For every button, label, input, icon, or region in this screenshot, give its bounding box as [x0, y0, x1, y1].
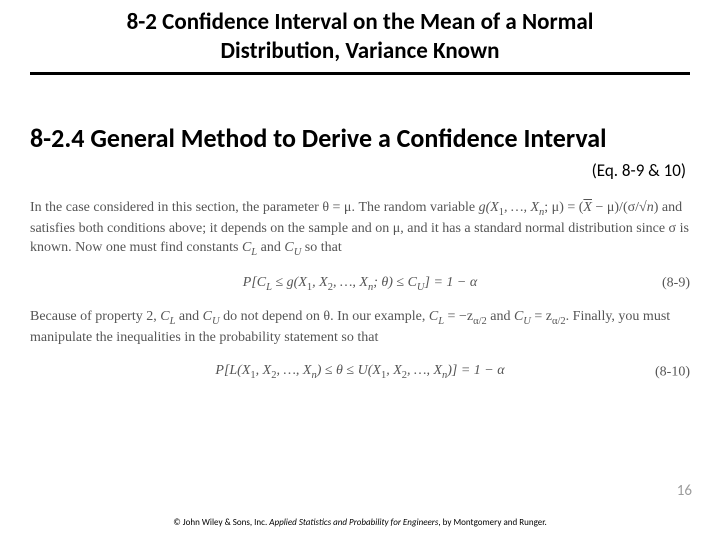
text: ; θ) ≤ C [373, 275, 417, 290]
x-bar: X [583, 200, 592, 215]
subscript: U [212, 316, 220, 327]
text: g(X [479, 200, 499, 215]
text: , X [386, 363, 402, 378]
text: In the case considered in this section, … [30, 200, 479, 215]
text: C [203, 309, 212, 324]
copyright-footer: © John Wiley & Sons, Inc. Applied Statis… [0, 517, 720, 528]
book-title: Applied Statistics and Probability for E… [269, 517, 438, 528]
text: C [242, 240, 251, 255]
text: and [257, 240, 284, 255]
text: , …, [504, 200, 530, 215]
text: P[C [243, 275, 266, 290]
subscript: α/2 [552, 316, 566, 327]
text: C [514, 309, 523, 324]
equation-8-9: P[CL ≤ g(X1, X2, …, Xn; θ) ≤ CU] = 1 − α… [30, 274, 690, 295]
text: C [284, 240, 293, 255]
text: , by Montgomery and Runger. [438, 517, 546, 528]
equation-number: (8-10) [655, 363, 690, 382]
paragraph-1: In the case considered in this section, … [30, 199, 690, 260]
slide: 8-2 Confidence Interval on the Mean of a… [0, 0, 720, 540]
page-number: 16 [677, 482, 692, 500]
slide-title: 8-2 Confidence Interval on the Mean of a… [30, 8, 690, 75]
text: ) ≤ θ ≤ U(X [317, 363, 381, 378]
title-line-2: Distribution, Variance Known [221, 37, 500, 65]
equation-8-10: P[L(X1, X2, …, Xn) ≤ θ ≤ U(X1, X2, …, Xn… [30, 362, 690, 383]
equation-number: (8-9) [662, 275, 690, 294]
text: and [487, 309, 514, 324]
text: = −z [444, 309, 473, 324]
text: = z [531, 309, 552, 324]
text: , X [312, 275, 328, 290]
subscript: U [417, 281, 425, 292]
body-text: In the case considered in this section, … [30, 199, 690, 384]
text: C [160, 309, 169, 324]
text: , X [256, 363, 272, 378]
text: so that [301, 240, 341, 255]
text: , …, X [407, 363, 442, 378]
text: X [530, 200, 539, 215]
text: )] = 1 − α [447, 363, 504, 378]
text: C [429, 309, 438, 324]
section-heading: 8-2.4 General Method to Derive a Confide… [30, 123, 690, 154]
subscript: α/2 [473, 316, 487, 327]
text: ] = 1 − α [425, 275, 478, 290]
text: n [647, 200, 654, 215]
text: do not depend on θ. In our example, [220, 309, 429, 324]
text: Because of property 2, [30, 309, 160, 324]
text: ; μ) = ( [544, 200, 583, 215]
text: − μ)/(σ/√ [592, 200, 647, 215]
text: and [175, 309, 202, 324]
text: © John Wiley & Sons, Inc. [173, 517, 269, 528]
text: ≤ g(X [272, 275, 307, 290]
text: , …, X [276, 363, 311, 378]
text: P[L(X [215, 363, 250, 378]
equation-reference: (Eq. 8-9 & 10) [30, 160, 690, 181]
text: , …, X [333, 275, 368, 290]
title-line-1: 8-2 Confidence Interval on the Mean of a… [127, 8, 594, 36]
paragraph-2: Because of property 2, CL and CU do not … [30, 308, 690, 348]
subscript: U [523, 316, 531, 327]
